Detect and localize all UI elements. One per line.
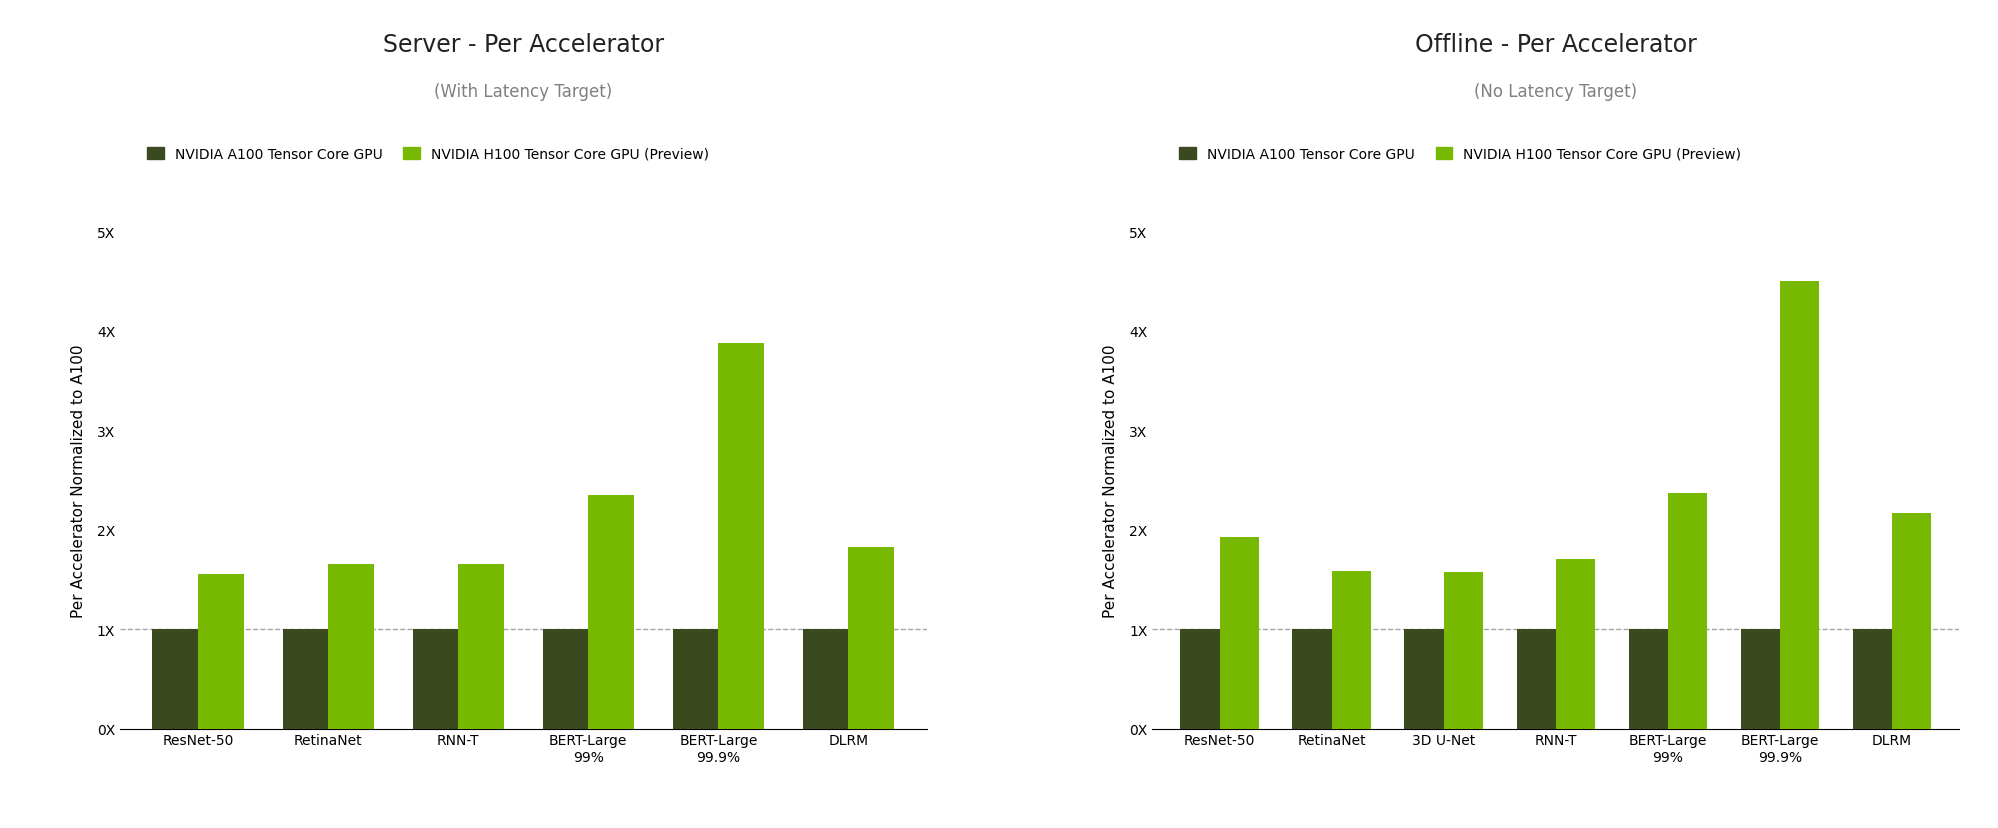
Bar: [1331, 571, 1371, 729]
Text: Server - Per Accelerator: Server - Per Accelerator: [382, 33, 663, 57]
Bar: [1740, 629, 1778, 729]
Bar: [543, 629, 587, 729]
Bar: [198, 575, 244, 729]
Text: (No Latency Target): (No Latency Target): [1473, 83, 1636, 101]
Bar: [458, 565, 503, 729]
Bar: [1181, 629, 1219, 729]
Bar: [1852, 629, 1890, 729]
Text: Offline - Per Accelerator: Offline - Per Accelerator: [1415, 33, 1696, 57]
Bar: [1890, 513, 1930, 729]
Legend: NVIDIA A100 Tensor Core GPU, NVIDIA H100 Tensor Core GPU (Preview): NVIDIA A100 Tensor Core GPU, NVIDIA H100…: [146, 147, 709, 161]
Bar: [282, 629, 328, 729]
Bar: [328, 565, 374, 729]
Bar: [1443, 573, 1483, 729]
Bar: [152, 629, 198, 729]
Bar: [1516, 629, 1554, 729]
Bar: [1219, 537, 1259, 729]
Text: (With Latency Target): (With Latency Target): [434, 83, 611, 101]
Bar: [1628, 629, 1666, 729]
Bar: [587, 495, 633, 729]
Bar: [1554, 560, 1594, 729]
Y-axis label: Per Accelerator Normalized to A100: Per Accelerator Normalized to A100: [70, 344, 86, 617]
Legend: NVIDIA A100 Tensor Core GPU, NVIDIA H100 Tensor Core GPU (Preview): NVIDIA A100 Tensor Core GPU, NVIDIA H100…: [1179, 147, 1740, 161]
Bar: [673, 629, 717, 729]
Bar: [1778, 282, 1818, 729]
Bar: [1405, 629, 1443, 729]
Y-axis label: Per Accelerator Normalized to A100: Per Accelerator Normalized to A100: [1103, 344, 1117, 617]
Bar: [1293, 629, 1331, 729]
Bar: [803, 629, 847, 729]
Bar: [1666, 493, 1706, 729]
Bar: [717, 343, 763, 729]
Bar: [847, 548, 893, 729]
Bar: [412, 629, 458, 729]
